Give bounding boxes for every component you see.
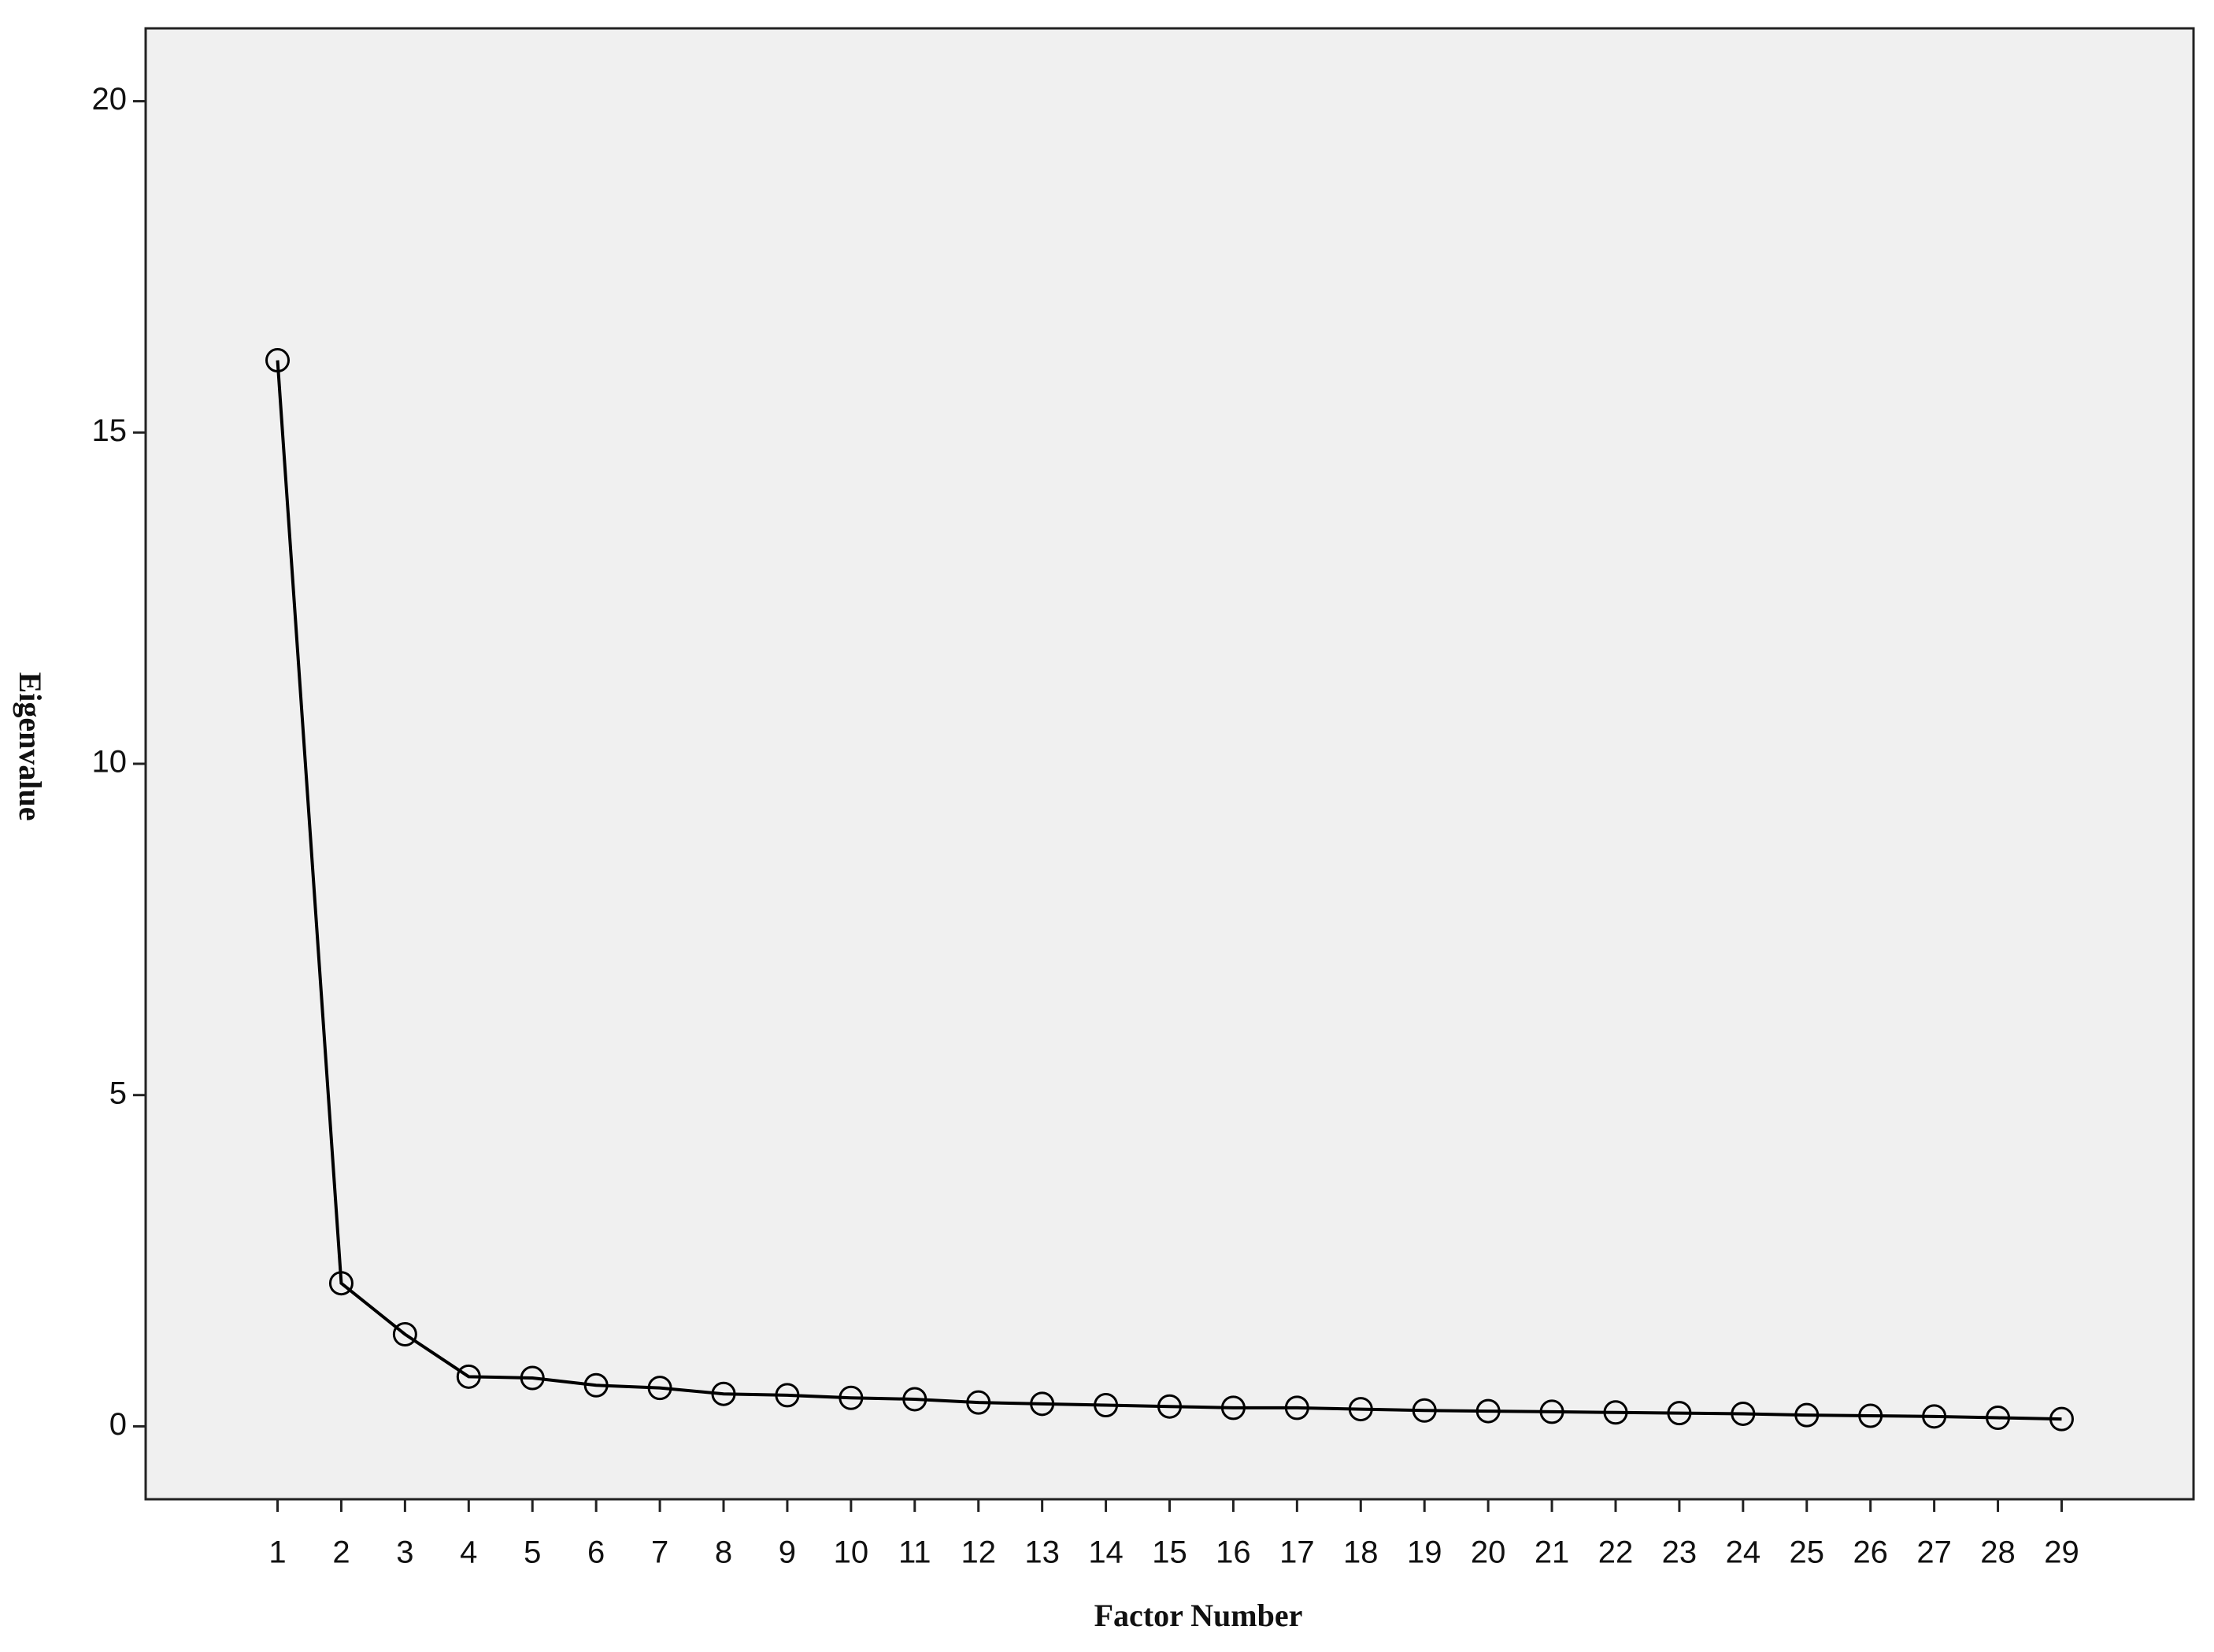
x-tick-label: 13 (1024, 1535, 1060, 1570)
x-tick-label: 10 (834, 1535, 869, 1570)
point-marker (1858, 1403, 1883, 1428)
x-tick-label: 6 (587, 1535, 605, 1570)
x-tick-label: 3 (396, 1535, 413, 1570)
point-marker (265, 348, 291, 373)
x-tick-label: 26 (1853, 1535, 1888, 1570)
x-tick-label: 15 (1152, 1535, 1187, 1570)
series-line (276, 360, 2062, 1421)
y-tick-label: 5 (109, 1076, 127, 1110)
x-tick-label: 24 (1726, 1535, 1761, 1570)
point-marker (1094, 1393, 1119, 1418)
point-marker (520, 1365, 545, 1391)
point-marker (839, 1385, 864, 1410)
x-tick-label: 28 (1980, 1535, 2016, 1570)
x-tick-label: 4 (460, 1535, 477, 1570)
x-tick-label: 21 (1535, 1535, 1570, 1570)
y-tick-label: 0 (109, 1407, 127, 1442)
x-tick-label: 25 (1790, 1535, 1825, 1570)
x-axis-title: Factor Number (1094, 1598, 1303, 1633)
x-tick-label: 9 (779, 1535, 796, 1570)
point-marker (1284, 1395, 1309, 1420)
plot-area (144, 27, 2195, 1501)
x-tick-label: 18 (1343, 1535, 1379, 1570)
point-marker (1030, 1391, 1055, 1417)
y-tick-label: 10 (92, 745, 128, 780)
x-tick-label: 20 (1471, 1535, 1506, 1570)
x-tick-label: 29 (2044, 1535, 2079, 1570)
point-marker (1667, 1401, 1692, 1426)
point-marker (1412, 1398, 1437, 1423)
x-tick-label: 2 (332, 1535, 350, 1570)
point-marker (1603, 1400, 1628, 1425)
x-tick-label: 19 (1407, 1535, 1442, 1570)
x-tick-label: 27 (1916, 1535, 1952, 1570)
x-tick-label: 11 (898, 1535, 931, 1570)
point-marker (1731, 1401, 1756, 1426)
y-tick-label: 15 (92, 413, 128, 448)
x-tick-label: 23 (1662, 1535, 1698, 1570)
point-marker (902, 1387, 927, 1412)
x-tick-label: 1 (268, 1535, 286, 1570)
x-tick-label: 5 (524, 1535, 541, 1570)
point-marker (456, 1364, 481, 1389)
point-marker (647, 1376, 672, 1401)
point-marker (1986, 1406, 2011, 1431)
point-marker (1539, 1399, 1564, 1424)
x-tick-label: 8 (715, 1535, 732, 1570)
point-marker (775, 1383, 800, 1408)
point-marker (711, 1381, 736, 1406)
x-tick-label: 7 (651, 1535, 668, 1570)
point-marker (1475, 1398, 1501, 1424)
y-axis-title: Eigenvalue (13, 672, 48, 821)
x-tick-label: 16 (1216, 1535, 1251, 1570)
point-marker (1348, 1397, 1373, 1422)
x-tick-label: 14 (1088, 1535, 1124, 1570)
point-marker (1794, 1402, 1820, 1428)
point-marker (1922, 1404, 1947, 1429)
point-marker (328, 1271, 354, 1296)
x-tick-label: 17 (1279, 1535, 1315, 1570)
x-tick-label: 22 (1598, 1535, 1634, 1570)
point-marker (966, 1390, 991, 1415)
point-marker (392, 1321, 417, 1346)
y-tick-label: 20 (92, 82, 128, 117)
point-marker (583, 1372, 609, 1398)
point-marker (1157, 1394, 1182, 1419)
x-tick-label: 12 (961, 1535, 996, 1570)
point-marker (1220, 1395, 1246, 1420)
point-marker (2049, 1406, 2074, 1432)
